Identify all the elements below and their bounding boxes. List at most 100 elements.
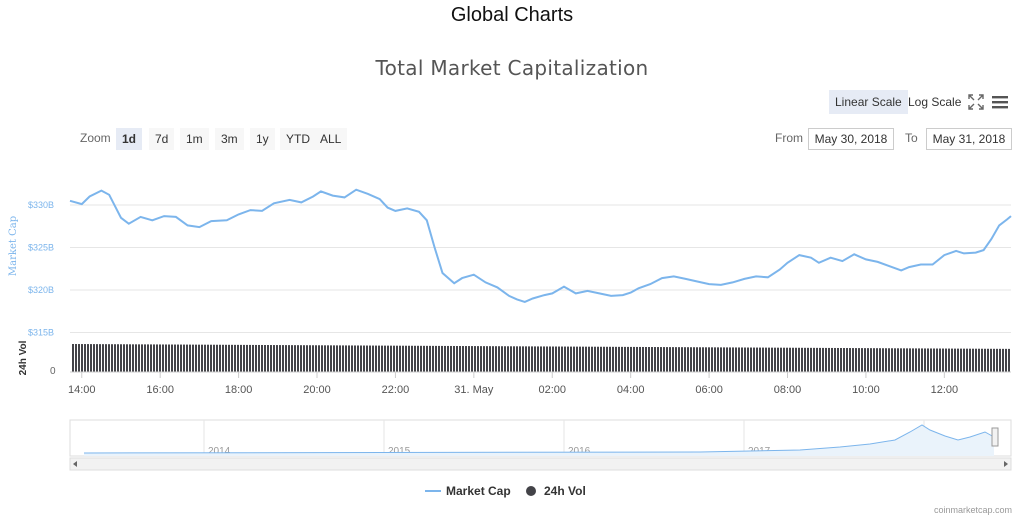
volume-bar xyxy=(684,347,686,372)
volume-bar xyxy=(225,344,227,372)
volume-bar xyxy=(705,347,707,372)
volume-bar xyxy=(90,344,92,372)
legend-24h-vol[interactable]: 24h Vol xyxy=(544,484,586,498)
volume-bar xyxy=(111,344,113,372)
volume-bar xyxy=(666,347,668,372)
volume-bar xyxy=(681,347,683,372)
volume-bar xyxy=(774,347,776,372)
scroll-left-icon[interactable] xyxy=(73,461,77,467)
volume-bar xyxy=(411,345,413,372)
volume-bar xyxy=(939,348,941,372)
volume-bar xyxy=(969,348,971,372)
volume-bar xyxy=(282,345,284,372)
zoom-ytd-button[interactable]: YTD xyxy=(280,128,316,150)
volume-bar xyxy=(279,345,281,372)
volume-bar xyxy=(951,348,953,372)
volume-bar xyxy=(222,344,224,372)
volume-bar xyxy=(477,346,479,372)
volume-bar xyxy=(966,348,968,372)
volume-bar xyxy=(132,344,134,372)
fullscreen-icon[interactable] xyxy=(967,93,985,111)
volume-bar xyxy=(945,348,947,372)
volume-bar xyxy=(576,346,578,372)
log-scale-button[interactable]: Log Scale xyxy=(908,95,962,109)
volume-bar xyxy=(888,348,890,372)
volume-bar xyxy=(75,344,77,372)
legend-market-cap[interactable]: Market Cap xyxy=(446,484,511,498)
volume-bar xyxy=(924,348,926,372)
volume-bar xyxy=(93,344,95,372)
zoom-all-button[interactable]: ALL xyxy=(314,128,348,150)
volume-bar xyxy=(609,346,611,372)
x-tick-label: 14:00 xyxy=(68,384,96,396)
volume-bar xyxy=(231,344,233,372)
volume-bar xyxy=(537,346,539,372)
volume-bar xyxy=(387,345,389,372)
volume-bar xyxy=(414,345,416,372)
x-tick-label: 06:00 xyxy=(695,384,723,396)
volume-bar xyxy=(645,346,647,372)
volume-bar xyxy=(261,344,263,372)
zoom-1y-button[interactable]: 1y xyxy=(250,128,275,150)
volume-bar xyxy=(102,344,104,372)
navigator-handle[interactable] xyxy=(991,427,999,447)
volume-bar xyxy=(981,348,983,372)
volume-bar xyxy=(921,348,923,372)
volume-bar xyxy=(510,346,512,372)
volume-bar xyxy=(573,346,575,372)
volume-bar xyxy=(633,346,635,372)
zoom-3m-button[interactable]: 3m xyxy=(215,128,244,150)
page-title: Global Charts xyxy=(450,4,574,26)
volume-bar xyxy=(975,348,977,372)
volume-bar xyxy=(183,344,185,372)
volume-bar xyxy=(669,347,671,372)
volume-bar xyxy=(768,347,770,372)
scroll-right-icon[interactable] xyxy=(1004,461,1008,467)
volume-bar xyxy=(861,348,863,372)
volume-bar xyxy=(129,344,131,372)
navigator-year-label: 2014 xyxy=(208,446,231,457)
volume-bar xyxy=(732,347,734,372)
volume-bar xyxy=(708,347,710,372)
from-date-input[interactable]: May 30, 2018 xyxy=(808,128,894,150)
volume-tick-label: 0 xyxy=(50,366,56,377)
volume-bar xyxy=(117,344,119,372)
zoom-1m-button[interactable]: 1m xyxy=(180,128,209,150)
volume-bar xyxy=(600,346,602,372)
x-tick-label: 20:00 xyxy=(303,384,331,396)
to-label: To xyxy=(905,131,918,145)
volume-bar xyxy=(606,346,608,372)
volume-bar xyxy=(753,347,755,372)
zoom-1d-button[interactable]: 1d xyxy=(116,128,143,150)
volume-bar xyxy=(621,346,623,372)
y-tick-label: $320B xyxy=(28,285,54,295)
volume-bar xyxy=(909,348,911,372)
volume-bar xyxy=(216,344,218,372)
volume-bar xyxy=(801,347,803,372)
volume-bar xyxy=(513,346,515,372)
volume-bar xyxy=(201,344,203,372)
volume-bar xyxy=(105,344,107,372)
volume-bar xyxy=(354,345,356,372)
volume-bar xyxy=(903,348,905,372)
x-tick-label: 04:00 xyxy=(617,384,645,396)
volume-bar xyxy=(762,347,764,372)
volume-bar xyxy=(336,345,338,372)
zoom-7d-button[interactable]: 7d xyxy=(149,128,175,150)
volume-bar xyxy=(627,346,629,372)
volume-bar xyxy=(957,348,959,372)
volume-bar xyxy=(567,346,569,372)
volume-bar xyxy=(999,348,1001,372)
navigator-year-label: 2016 xyxy=(568,446,591,457)
volume-bar xyxy=(828,347,830,372)
volume-bar xyxy=(465,346,467,372)
to-date-input[interactable]: May 31, 2018 xyxy=(926,128,1012,150)
volume-bar xyxy=(747,347,749,372)
volume-bar xyxy=(420,345,422,372)
menu-icon[interactable] xyxy=(991,93,1009,111)
volume-bar xyxy=(657,347,659,372)
volume-bar xyxy=(741,347,743,372)
credit-link[interactable]: coinmarketcap.com xyxy=(933,505,1012,515)
linear-scale-button[interactable]: Linear Scale xyxy=(829,90,908,114)
volume-bar xyxy=(603,346,605,372)
